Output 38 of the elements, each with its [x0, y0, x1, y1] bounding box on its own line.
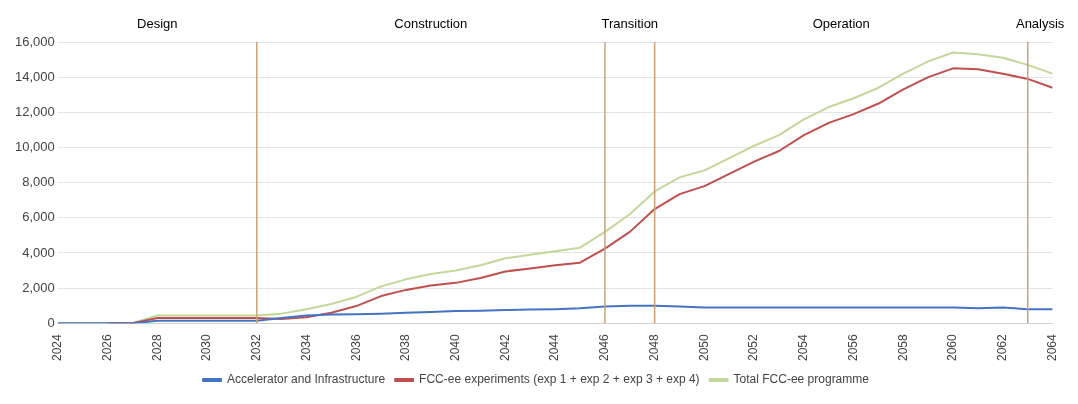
x-tick-label: 2052 [746, 333, 761, 362]
x-tick-label: 2032 [249, 333, 264, 362]
y-tick-label: 10,000 [15, 139, 55, 155]
y-tick-label: 6,000 [22, 209, 55, 225]
text: Construction [394, 15, 468, 31]
x-tick-label: 2064 [1044, 333, 1059, 362]
legend-label: Accelerator and Infrastructure [227, 372, 386, 387]
x-tick-label: 2028 [149, 333, 164, 362]
x-tick-label: 2054 [796, 333, 811, 362]
y-tick-label: 16,000 [15, 33, 55, 49]
x-tick-label: 2058 [895, 333, 910, 362]
text: Analysis [1015, 15, 1065, 31]
x-tick-label: 2060 [945, 333, 960, 362]
text: Transition [601, 15, 659, 31]
text: Operation [812, 15, 870, 31]
x-tick-label: 2048 [646, 333, 661, 362]
x-tick-label: 2034 [298, 333, 313, 362]
x-tick-label: 2046 [597, 333, 612, 362]
y-tick-label: 8,000 [22, 174, 55, 190]
x-tick-label: 2026 [99, 333, 114, 362]
x-tick-label: 2042 [497, 333, 512, 362]
x-tick-label: 2050 [696, 333, 711, 362]
y-tick-label: 4,000 [22, 244, 55, 260]
x-tick-label: 2040 [448, 333, 463, 362]
legend-label: FCC-ee experiments (exp 1 + exp 2 + exp 3 + exp 4) [419, 372, 700, 387]
y-tick-label: 0 [47, 314, 55, 330]
y-tick-label: 12,000 [15, 103, 55, 119]
x-tick-label: 2030 [199, 333, 214, 362]
text: Design [137, 15, 178, 31]
y-tick-label: 14,000 [15, 68, 55, 84]
y-tick-label: 2,000 [22, 279, 55, 295]
x-tick-label: 2056 [845, 333, 860, 362]
legend-label: Total FCC-ee programme [733, 372, 870, 387]
x-tick-label: 2024 [50, 333, 65, 362]
x-tick-label: 2036 [348, 333, 363, 362]
x-tick-label: 2062 [995, 333, 1010, 362]
x-tick-label: 2038 [398, 333, 413, 362]
x-tick-label: 2044 [547, 333, 562, 362]
